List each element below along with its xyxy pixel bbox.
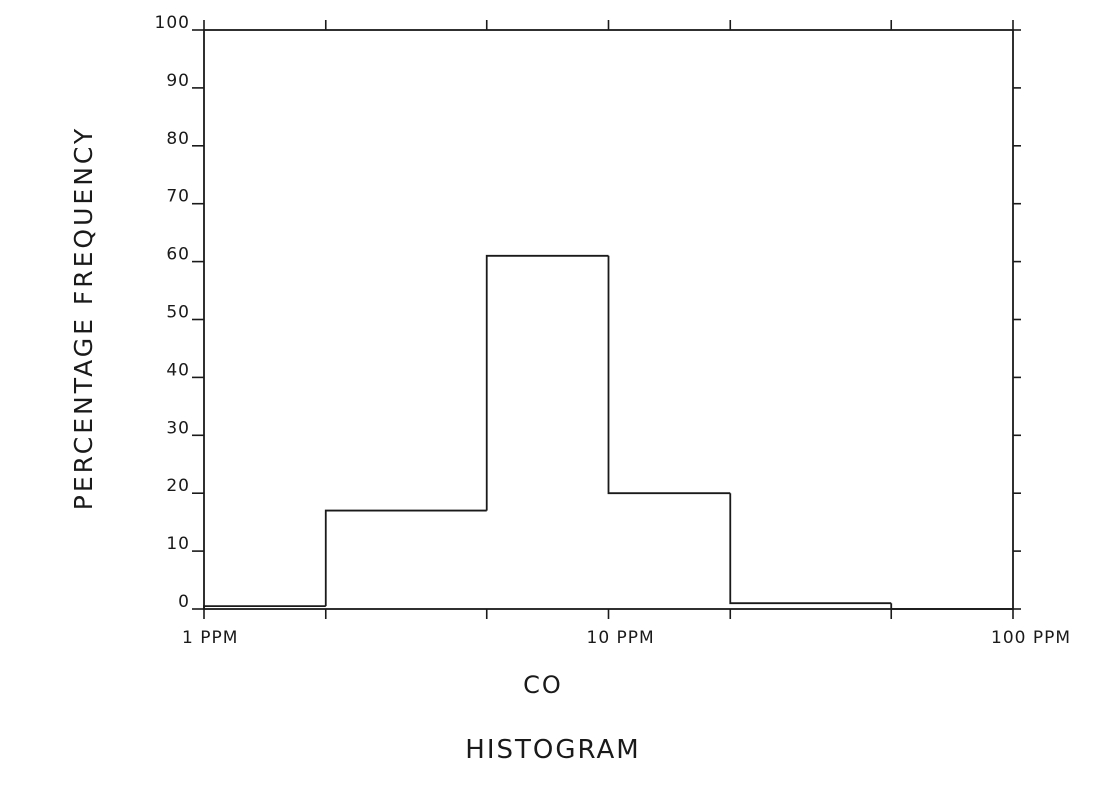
y-tick-label: 20 [166, 476, 190, 496]
y-tick-label: 60 [166, 245, 190, 265]
histogram-bar [729, 493, 892, 605]
histogram-bar [485, 254, 609, 511]
y-tick-label: 70 [166, 187, 190, 207]
tick-labels: 0 10 20 30 40 50 60 70 80 90 100 1 PPM 10 PPM 100 PPM [155, 13, 1071, 648]
ticks [192, 20, 1021, 619]
histogram-bars [203, 254, 1013, 610]
histogram-bar [607, 255, 731, 495]
y-tick-label: 10 [166, 534, 190, 554]
histogram-bar [324, 509, 487, 607]
x-tick-label: 10 PPM [587, 628, 655, 648]
histogram-bar [203, 605, 326, 609]
chart-title: HISTOGRAM [465, 735, 640, 765]
y-tick-label: 40 [166, 360, 190, 380]
y-tick-label: 100 [155, 13, 190, 33]
y-tick-label: 90 [166, 71, 190, 91]
y-tick-label: 30 [166, 418, 190, 438]
x-tick-label: 1 PPM [182, 628, 238, 648]
histogram-bar [890, 603, 1013, 610]
x-axis-label: CO [523, 671, 563, 699]
y-tick-label: 80 [166, 129, 190, 149]
y-tick-label: 50 [166, 303, 190, 323]
y-tick-label: 0 [178, 592, 190, 612]
x-tick-label: 100 PPM [991, 628, 1071, 648]
y-axis-label: PERCENTAGE FREQUENCY [69, 126, 98, 510]
